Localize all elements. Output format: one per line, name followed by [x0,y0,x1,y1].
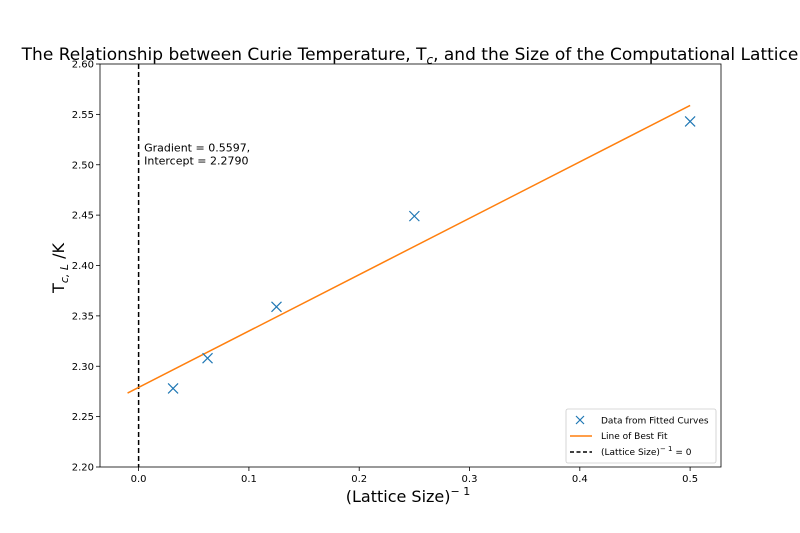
x-axis-label: (Lattice Size)− 1 [346,485,470,506]
y-tick-label: 2.35 [72,311,94,322]
data-point [167,382,179,394]
x-tick-label: 0.3 [462,474,478,485]
data-point [202,352,213,364]
x-tick-label: 0.0 [131,474,147,485]
x-tick-label: 0.4 [572,474,588,485]
x-tick-label: 0.2 [351,474,367,485]
legend-label-vline-main: (Lattice Size) [601,448,660,458]
best-fit-line [127,104,691,394]
y-tick-label: 2.60 [72,60,94,71]
legend-label-vline: (Lattice Size)− 1 = 0 [601,445,692,458]
data-point [271,301,282,313]
data-point [684,116,696,127]
fit-annotation: Gradient = 0.5597, Intercept = 2.2790 [144,142,254,168]
y-axis-label-subscript: c, L [58,264,71,283]
legend: Data from Fitted Curves Line of Best Fit… [565,408,717,464]
data-point [408,210,420,222]
legend-marker-x [575,415,585,425]
y-tick-label: 2.45 [72,211,94,222]
legend-label-vline-tail: = 0 [672,448,691,458]
legend-box [565,408,717,464]
legend-label-data: Data from Fitted Curves [601,417,709,427]
legend-entry-fit: Line of Best Fit [570,432,668,442]
chart-title: The Relationship between Curie Temperatu… [21,45,799,67]
y-tick-label: 2.40 [72,261,94,272]
axis-ticks: 0.0 0.1 0.2 0.3 0.4 0.5 2.20 2.25 2.30 2.35 2.40 2.… [72,60,698,486]
fit-annotation-gradient: Gradient = 0.5597, [144,142,250,155]
y-tick-label: 2.20 [72,463,94,474]
chart-title-tail: , and the Size of the Computational Latt… [433,45,798,65]
y-tick-label: 2.50 [72,160,94,171]
fit-annotation-intercept: Intercept = 2.2790 [144,155,248,168]
legend-label-vline-sup: − 1 [660,445,673,453]
y-axis-label: Tc, L /K [49,243,71,294]
x-axis-label-superscript: − 1 [451,485,471,498]
y-tick-label: 2.55 [72,110,94,121]
x-axis-label-main: (Lattice Size) [346,487,451,506]
chart-title-subscript: c [426,53,433,67]
y-tick-label: 2.30 [72,362,94,373]
y-axis-label-main: T [49,283,68,294]
y-axis-label-tail: /K [49,243,68,264]
legend-entry-vline: (Lattice Size)− 1 = 0 [570,445,692,458]
legend-entry-data: Data from Fitted Curves [575,415,709,427]
x-tick-label: 0.1 [241,474,257,485]
plot-frame [99,63,722,468]
legend-label-fit: Line of Best Fit [601,432,668,442]
x-tick-label: 0.5 [682,474,698,485]
y-tick-label: 2.25 [72,412,94,423]
plot-area [127,64,696,467]
chart-title-main: The Relationship between Curie Temperatu… [21,45,427,65]
